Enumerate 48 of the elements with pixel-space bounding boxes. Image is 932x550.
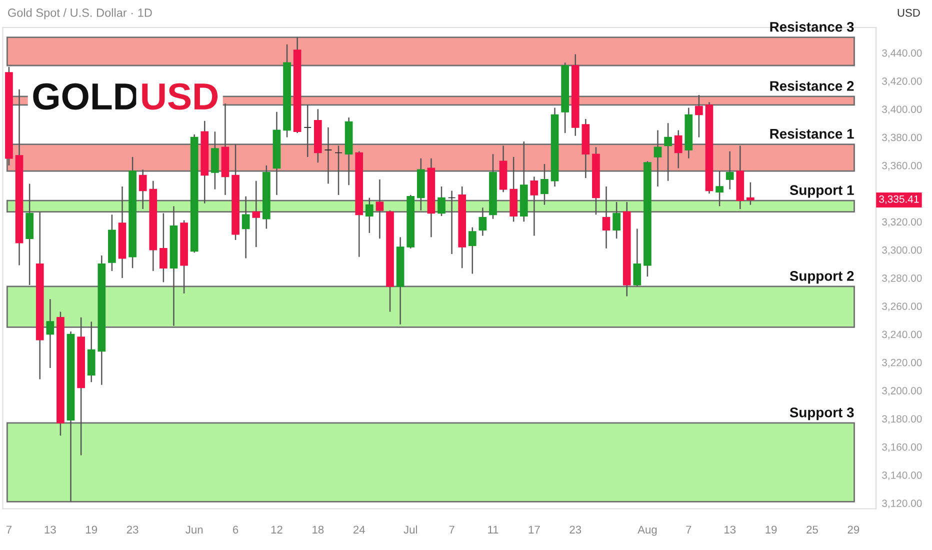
x-tick-label: 7 [686,526,692,534]
x-tick-label: 24 [353,526,365,534]
y-tick-label: 3,440.00 [882,49,922,58]
x-tick-label: Jul [404,525,417,534]
x-tick-label: 7 [449,526,454,534]
y-tick-label: 3,380.00 [882,134,922,142]
x-tick-label: 12 [271,526,282,534]
band-label: Support 1 [790,185,854,198]
x-tick-label: 18 [312,526,324,534]
y-tick-label: 3,420.00 [882,77,922,86]
y-tick-label: 3,280.00 [882,274,922,284]
x-tick-label: 13 [724,526,736,534]
y-tick-label: 3,160.00 [882,443,922,452]
x-tick-label: 13 [44,526,56,534]
x-tick-label: 23 [126,526,138,534]
text: 3,335.41 [879,195,919,204]
candlestick [468,226,476,274]
y-tick-label: 3,400.00 [882,106,922,114]
y-tick-label: 3,260.00 [882,302,922,312]
band-label: Resistance 1 [770,128,854,139]
band-label: Support 2 [790,271,854,284]
x-tick-label: Jun [186,526,203,534]
chart-title: Gold Spot / U.S. Dollar · 1D [8,8,152,20]
x-tick-label: 19 [766,526,777,534]
y-tick-label: 3,300.00 [882,246,922,255]
x-tick-label: 29 [848,526,860,534]
y-tick-label: 3,220.00 [882,358,922,368]
y-tick-label: 3,180.00 [882,415,922,424]
y-axis-title: USD [898,8,920,17]
y-tick-label: 3,140.00 [882,471,922,480]
y-tick-label: 3,200.00 [882,387,922,396]
x-tick-label: 19 [86,526,98,534]
band-label: Resistance 2 [770,80,854,91]
annotation: USD [142,83,218,110]
y-tick-label: 3,360.00 [882,162,922,171]
x-tick-label: 6 [233,526,238,534]
x-tick-label: Aug [638,526,657,536]
x-tick-label: 7 [6,526,12,534]
x-tick-label: 11 [488,526,498,534]
y-tick-label: 3,240.00 [882,330,922,340]
band-label: Support 3 [790,408,854,420]
y-tick-label: 3,320.00 [882,218,922,227]
x-tick-label: 23 [570,526,582,534]
annotation: GOLD [33,83,138,110]
y-tick-label: 3,120.00 [882,500,922,508]
x-tick-label: 17 [528,526,540,534]
x-tick-label: 25 [806,526,818,534]
band-label: Resistance 3 [770,22,854,32]
